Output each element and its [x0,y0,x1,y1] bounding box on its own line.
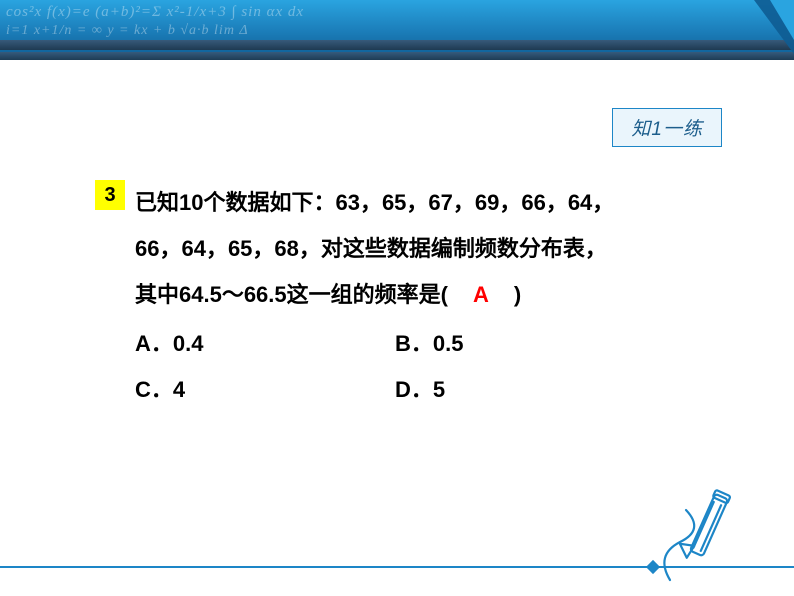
math-line1: cos²x f(x)=e (a+b)²=Σ x²-1/x+3 ∫ sin αx … [6,4,304,20]
option-d: D．5 [395,367,655,413]
option-c-value: 4 [173,377,185,402]
banner-bar-2 [0,52,794,60]
option-d-value: 5 [433,377,445,402]
option-b-value: 0.5 [433,331,464,356]
question-body: 已知10个数据如下：63，65，67，69，66，64， 66，64，65，68… [135,180,705,413]
option-a: A．0.4 [135,321,395,367]
question-number: 3 [104,184,115,206]
answer-letter: A [470,282,492,307]
stem-line-1: 已知10个数据如下：63，65，67，69，66，64， [135,180,705,226]
pencil-icon [650,480,760,590]
option-row-1: A．0.4 B．0.5 [135,321,705,367]
question-number-box: 3 [95,180,125,210]
section-tag-text: 知1一练 [631,119,703,140]
banner-math-bg: cos²x f(x)=e (a+b)²=Σ x²-1/x+3 ∫ sin αx … [0,0,794,60]
section-tag: 知1一练 [612,108,722,147]
stem-line-2: 66，64，65，68，对这些数据编制频数分布表， [135,226,705,272]
option-row-2: C．4 D．5 [135,367,705,413]
slide: cos²x f(x)=e (a+b)²=Σ x²-1/x+3 ∫ sin αx … [0,0,794,596]
option-c: C．4 [135,367,395,413]
option-a-value: 0.4 [173,331,204,356]
math-line2: i=1 x+1/n = ∞ y = kx + b √a·b lim Δ [6,23,788,39]
option-b: B．0.5 [395,321,655,367]
options-block: A．0.4 B．0.5 C．4 D．5 [135,321,705,413]
banner-fold-icon [714,0,794,54]
banner-bar-1 [0,40,794,50]
top-banner: cos²x f(x)=e (a+b)²=Σ x²-1/x+3 ∫ sin αx … [0,0,794,60]
stem-line-3: 其中64.5～66.5这一组的频率是( A ) [135,272,705,318]
